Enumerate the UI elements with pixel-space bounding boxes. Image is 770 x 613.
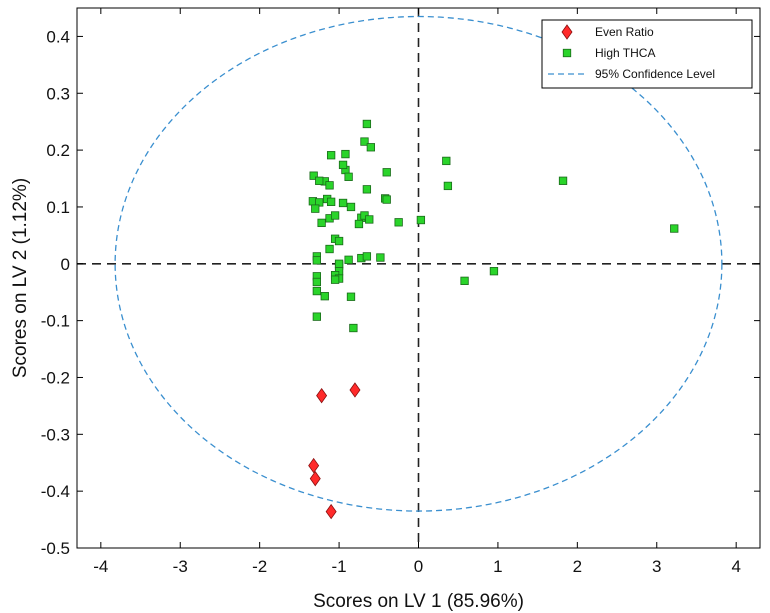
x-tick-label: 2 [573,557,582,576]
point-high-thca [442,156,451,166]
point-high-thca [312,286,321,296]
point-even-ratio [309,470,321,487]
point-high-thca [325,181,334,190]
confidence-ellipse [114,15,723,512]
point-high-thca [670,224,679,233]
y-tick-label: 0.1 [46,198,70,217]
y-tick-label: -0.3 [41,425,70,444]
point-high-thca [416,215,426,225]
point-high-thca [362,185,372,194]
point-high-thca [334,236,344,246]
point-even-ratio [316,387,328,404]
legend-marker-diamond [561,24,573,40]
axes-layer [77,8,760,548]
confidence-ellipse-layer [114,15,723,512]
point-high-thca [344,172,353,181]
point-high-thca [376,253,385,262]
points-layer [308,119,679,520]
point-high-thca [354,219,364,229]
point-even-ratio [308,457,320,474]
point-high-thca [346,202,356,212]
point-high-thca [360,137,369,146]
point-high-thca [311,204,320,213]
point-high-thca [312,312,321,321]
frame-layer: -4 -3 -2 -1 0 1 2 3 4 -0.5 -0.4 -0.3 -0.2 -0.1 0 0.1 0.2… [41,7,761,576]
legend-marker-square [562,48,572,58]
y-tick-label: -0.4 [41,482,70,501]
x-tick-label: 3 [652,557,661,576]
point-high-thca [365,215,374,224]
legend-box [541,19,753,89]
legend-label: Even Ratio [595,25,654,39]
point-high-thca [489,267,499,276]
point-high-thca [320,292,329,301]
y-tick-label: 0.3 [46,84,70,103]
point-high-thca [330,275,340,284]
legend: Even Ratio High THCA 95% Confidence Level [541,19,753,89]
point-high-thca [346,292,356,301]
point-high-thca [338,160,348,170]
x-tick-label: -2 [252,557,267,576]
y-tick-label: -0.1 [41,312,70,331]
y-tick-label: -0.2 [41,368,70,387]
point-high-thca [338,198,348,208]
x-axis-title: Scores on LV 1 (85.96%) [313,591,524,612]
x-tick-label: -1 [332,557,347,576]
point-high-thca [382,195,391,204]
x-tick-label: 1 [493,557,502,576]
legend-label: 95% Confidence Level [595,67,715,81]
point-high-thca [325,244,334,254]
point-high-thca [330,211,340,220]
point-high-thca [315,176,324,185]
y-tick-label: 0.4 [46,27,70,46]
legend-label: High THCA [595,46,655,60]
x-tick-label: 0 [414,557,423,576]
y-tick-label: 0.2 [46,141,70,160]
point-high-thca [558,176,568,185]
y-tick-label: 0 [61,255,70,274]
point-high-thca [382,168,391,177]
point-high-thca [326,197,336,206]
point-high-thca [349,323,358,333]
point-high-thca [334,259,344,268]
x-tick-label: -3 [173,557,188,576]
point-high-thca [362,252,372,261]
point-high-thca [312,277,321,287]
y-axis-title: Scores on LV 2 (1.12%) [10,178,31,378]
x-tick-label: 4 [731,557,740,576]
point-high-thca [394,218,403,227]
point-high-thca [344,255,353,264]
point-even-ratio [325,503,337,520]
point-high-thca [366,143,375,152]
point-high-thca [341,149,350,159]
point-high-thca [312,256,321,265]
point-high-thca [460,276,469,285]
point-high-thca [362,119,372,129]
point-high-thca [326,151,336,160]
y-tick-label: -0.5 [41,539,70,558]
x-tick-label: -4 [93,557,108,576]
point-high-thca [443,181,453,191]
point-even-ratio [349,382,361,398]
point-high-thca [309,171,318,180]
point-high-thca [317,218,326,228]
